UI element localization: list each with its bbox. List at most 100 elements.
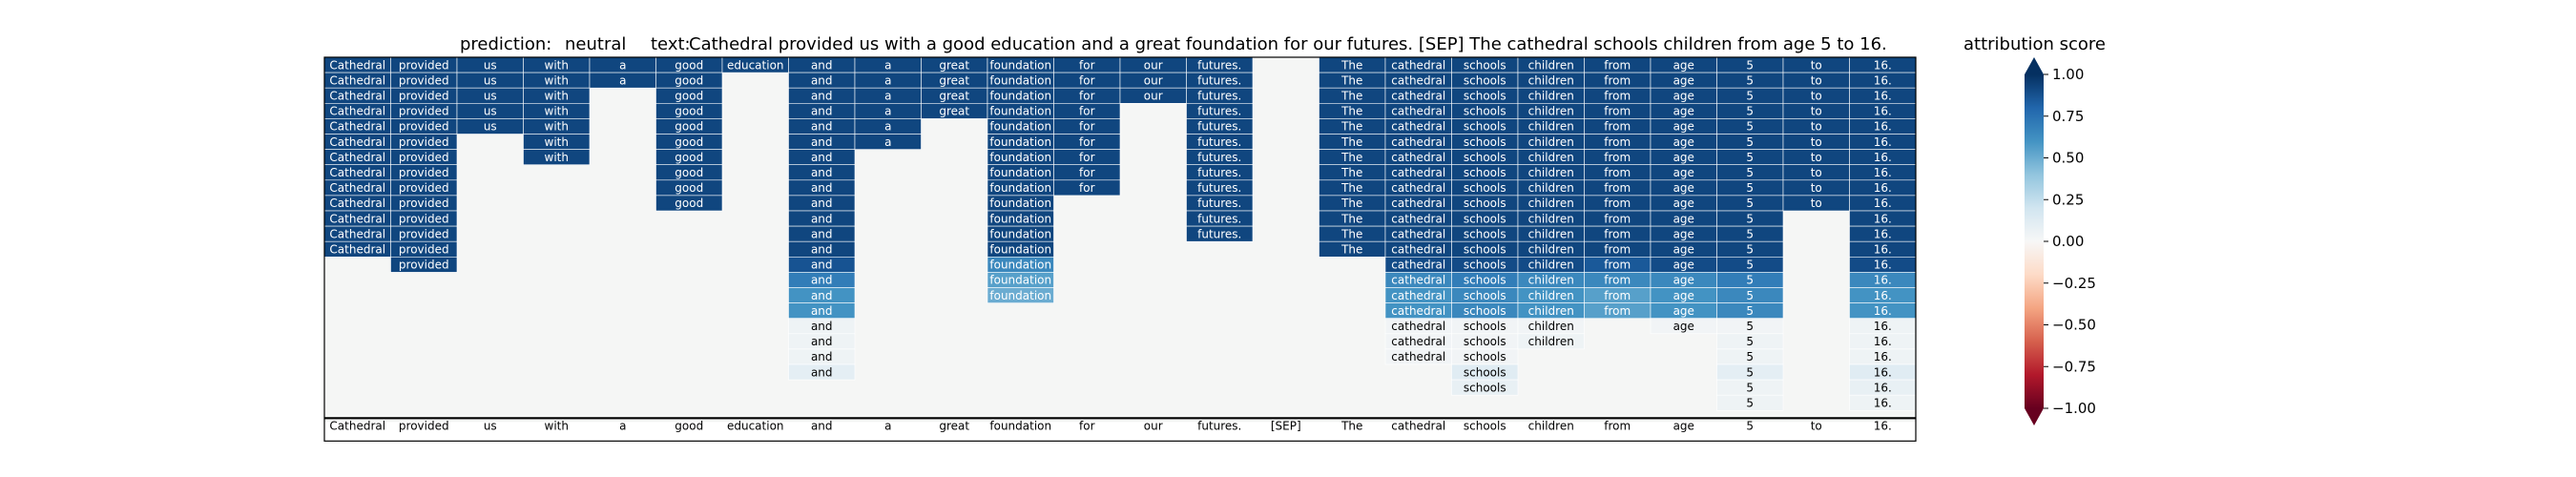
heatmap-cell xyxy=(987,287,1054,303)
heatmap-cell xyxy=(1451,379,1519,396)
cell-token-label: and xyxy=(811,335,833,348)
cell-token-label: 16. xyxy=(1874,58,1892,72)
cell-token-label: good xyxy=(675,197,703,210)
cell-token-label: futures. xyxy=(1197,105,1241,118)
cell-token-label: Cathedral xyxy=(329,212,385,225)
cell-token-label: children xyxy=(1528,181,1574,195)
cell-token-label: children xyxy=(1528,259,1574,272)
cell-token-label: 5 xyxy=(1746,274,1754,287)
heatmap-frame xyxy=(323,56,1917,442)
cell-token-label: children xyxy=(1528,89,1574,102)
colorbar-tick-label: 1.00 xyxy=(2052,66,2084,83)
cell-token-label: and xyxy=(811,181,833,195)
cell-token-label: foundation xyxy=(989,259,1051,272)
cell-token-label: for xyxy=(1079,89,1095,102)
cell-token-label: 5 xyxy=(1746,381,1754,394)
cell-token-label: 16. xyxy=(1874,304,1892,318)
cell-token-label: foundation xyxy=(989,73,1051,87)
x-tick-label: education xyxy=(727,419,784,432)
cell-token-label: good xyxy=(675,73,703,87)
cell-token-label: children xyxy=(1528,58,1574,72)
cell-token-label: great xyxy=(939,73,969,87)
cell-token-label: schools xyxy=(1464,73,1506,87)
cell-token-label: with xyxy=(545,105,569,118)
cell-token-label: cathedral xyxy=(1391,335,1445,348)
cell-token-label: schools xyxy=(1464,197,1506,210)
x-tick-label: 5 xyxy=(1746,419,1754,432)
x-tick-label: with xyxy=(545,419,569,432)
cell-token-label: to xyxy=(1811,151,1822,164)
cell-token-label: schools xyxy=(1464,227,1506,240)
cell-token-label: for xyxy=(1079,166,1095,179)
cell-token-label: children xyxy=(1528,135,1574,149)
cell-token-label: 5 xyxy=(1746,212,1754,225)
cell-token-label: schools xyxy=(1464,135,1506,149)
cell-token-label: us xyxy=(484,120,497,134)
cell-token-label: from xyxy=(1604,166,1631,179)
cell-token-label: cathedral xyxy=(1391,212,1445,225)
cell-token-label: futures. xyxy=(1197,58,1241,72)
cell-token-label: children xyxy=(1528,274,1574,287)
cell-token-label: a xyxy=(619,58,626,72)
cell-token-label: age xyxy=(1673,242,1694,256)
cell-token-label: schools xyxy=(1464,242,1506,256)
cell-token-label: us xyxy=(484,58,497,72)
cell-token-label: cathedral xyxy=(1391,181,1445,195)
cell-token-label: children xyxy=(1528,166,1574,179)
cell-token-label: 16. xyxy=(1874,197,1892,210)
cell-token-label: us xyxy=(484,89,497,102)
cell-token-label: age xyxy=(1673,181,1694,195)
cell-token-label: provided xyxy=(399,135,449,149)
cell-token-label: futures. xyxy=(1197,181,1241,195)
x-tick-label: cathedral xyxy=(1391,419,1445,432)
cell-token-label: for xyxy=(1079,73,1095,87)
cell-token-label: foundation xyxy=(989,89,1051,102)
cell-token-label: 16. xyxy=(1874,73,1892,87)
cell-token-label: The xyxy=(1340,242,1362,256)
cell-token-label: with xyxy=(545,89,569,102)
cell-token-label: 5 xyxy=(1746,197,1754,210)
cell-token-label: provided xyxy=(399,105,449,118)
cell-token-label: cathedral xyxy=(1391,242,1445,256)
cell-token-label: and xyxy=(811,242,833,256)
x-tick-label: age xyxy=(1673,419,1694,432)
cell-token-label: 5 xyxy=(1746,58,1754,72)
cell-token-label: Cathedral xyxy=(329,58,385,72)
x-tick-label: great xyxy=(939,419,969,432)
cell-token-label: good xyxy=(675,166,703,179)
heatmap-cell xyxy=(1517,333,1585,350)
cell-token-label: futures. xyxy=(1197,73,1241,87)
cell-token-label: schools xyxy=(1464,320,1506,333)
cell-token-label: and xyxy=(811,151,833,164)
cell-token-label: provided xyxy=(399,227,449,240)
cell-token-label: provided xyxy=(399,259,449,272)
cell-token-label: age xyxy=(1673,212,1694,225)
cell-token-label: and xyxy=(811,320,833,333)
cell-token-label: Cathedral xyxy=(329,73,385,87)
cell-token-label: provided xyxy=(399,166,449,179)
cell-token-label: and xyxy=(811,212,833,225)
cell-token-label: foundation xyxy=(989,135,1051,149)
colorbar-extend-bottom xyxy=(2025,408,2044,425)
cell-token-label: children xyxy=(1528,120,1574,134)
cell-token-label: for xyxy=(1079,120,1095,134)
cell-token-label: good xyxy=(675,181,703,195)
cell-token-label: 16. xyxy=(1874,151,1892,164)
cell-token-label: cathedral xyxy=(1391,166,1445,179)
cell-token-label: to xyxy=(1811,58,1822,72)
cell-token-label: a xyxy=(884,105,891,118)
cell-token-label: 5 xyxy=(1746,242,1754,256)
colorbar-tick-label: 0.00 xyxy=(2052,233,2084,250)
cell-token-label: schools xyxy=(1464,381,1506,394)
cell-token-label: cathedral xyxy=(1391,350,1445,363)
cell-token-label: 5 xyxy=(1746,181,1754,195)
cell-token-label: for xyxy=(1079,105,1095,118)
cell-token-label: good xyxy=(675,120,703,134)
cell-token-label: Cathedral xyxy=(329,105,385,118)
cell-token-label: us xyxy=(484,73,497,87)
heatmap-cell xyxy=(655,195,723,212)
cell-token-label: schools xyxy=(1464,365,1506,379)
cell-token-label: for xyxy=(1079,135,1095,149)
colorbar-tick-label: −1.00 xyxy=(2052,400,2096,417)
